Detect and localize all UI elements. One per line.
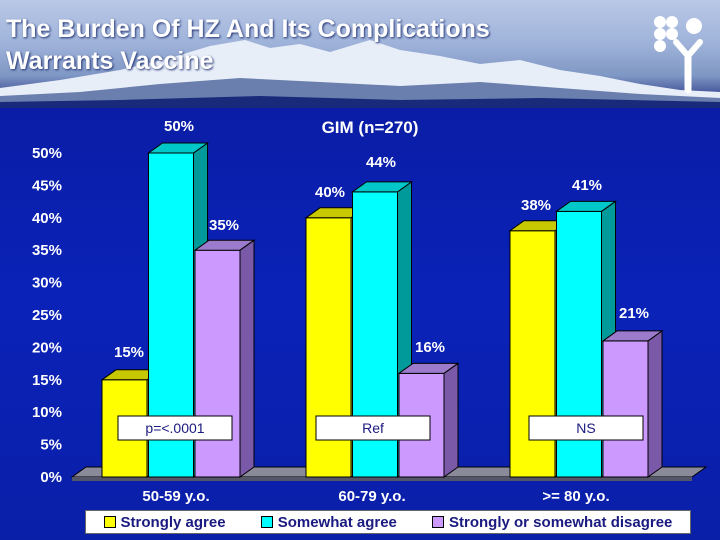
data-label: 15% xyxy=(114,344,144,361)
bar-top xyxy=(350,181,414,193)
y-tick-label: 15% xyxy=(32,372,62,389)
y-tick-label: 45% xyxy=(32,177,62,194)
y-tick-label: 35% xyxy=(32,242,62,259)
chart-title: GIM (n=270) xyxy=(322,118,419,137)
y-tick-label: 25% xyxy=(32,307,62,324)
y-tick-label: 40% xyxy=(32,210,62,227)
stat-label-text: NS xyxy=(576,420,595,436)
legend-item-somewhat-agree: Somewhat agree xyxy=(260,513,397,531)
data-label: 35% xyxy=(209,217,239,234)
data-label: 38% xyxy=(521,197,551,214)
stat-label-text: Ref xyxy=(362,420,384,436)
bar-side xyxy=(239,239,255,478)
legend-label: Strongly or somewhat disagree xyxy=(449,513,673,531)
bar-top xyxy=(193,239,256,251)
y-tick-label: 50% xyxy=(32,145,62,162)
y-tick-label: 10% xyxy=(32,404,62,421)
y-tick-label: 0% xyxy=(40,469,62,486)
legend-item-disagree: Strongly or somewhat disagree xyxy=(432,514,672,531)
title-banner: The Burden Of HZ And Its Complications W… xyxy=(0,0,720,108)
person-logo-icon xyxy=(654,16,703,94)
y-tick-label: 20% xyxy=(32,339,62,356)
bar-top xyxy=(554,200,618,212)
data-label: 41% xyxy=(572,177,602,194)
bar-front xyxy=(194,249,241,478)
legend-swatch-yellow xyxy=(103,516,116,528)
slide-title-line-2: Warrants Vaccine xyxy=(6,47,214,75)
data-label: 40% xyxy=(315,184,345,201)
category-label: 50-59 y.o. xyxy=(142,488,209,505)
bar-top xyxy=(397,362,460,374)
slide-title-line-1: The Burden Of HZ And Its Complications xyxy=(6,15,490,43)
legend-label: Somewhat agree xyxy=(277,513,397,531)
chart-floor-edge xyxy=(72,477,692,481)
legend-label: Strongly agree xyxy=(120,513,226,531)
data-label: 16% xyxy=(415,339,445,356)
category-label: 60-79 y.o. xyxy=(338,488,405,505)
stat-label-box xyxy=(315,415,431,441)
y-tick-label: 30% xyxy=(32,275,62,292)
mountain-scene-image xyxy=(0,40,720,108)
stat-label-box xyxy=(117,415,233,441)
data-label: 50% xyxy=(164,118,194,135)
stat-label-box xyxy=(528,415,644,441)
stat-label-text: p=<.0001 xyxy=(145,420,204,436)
data-label: 44% xyxy=(366,154,396,171)
bar-side xyxy=(443,362,459,478)
legend-item-strongly-agree: Strongly agree xyxy=(103,513,226,531)
bar-side xyxy=(647,329,663,478)
category-label: >= 80 y.o. xyxy=(542,488,609,505)
bar-top xyxy=(146,142,210,154)
legend-swatch-cyan xyxy=(260,516,273,528)
chart-legend: Strongly agree Somewhat agree Strongly o… xyxy=(85,510,691,534)
data-label: 21% xyxy=(619,305,649,322)
y-tick-label: 5% xyxy=(40,437,62,454)
legend-swatch-lavender xyxy=(432,516,445,528)
bar-top xyxy=(601,330,664,342)
bar-front xyxy=(602,340,649,478)
